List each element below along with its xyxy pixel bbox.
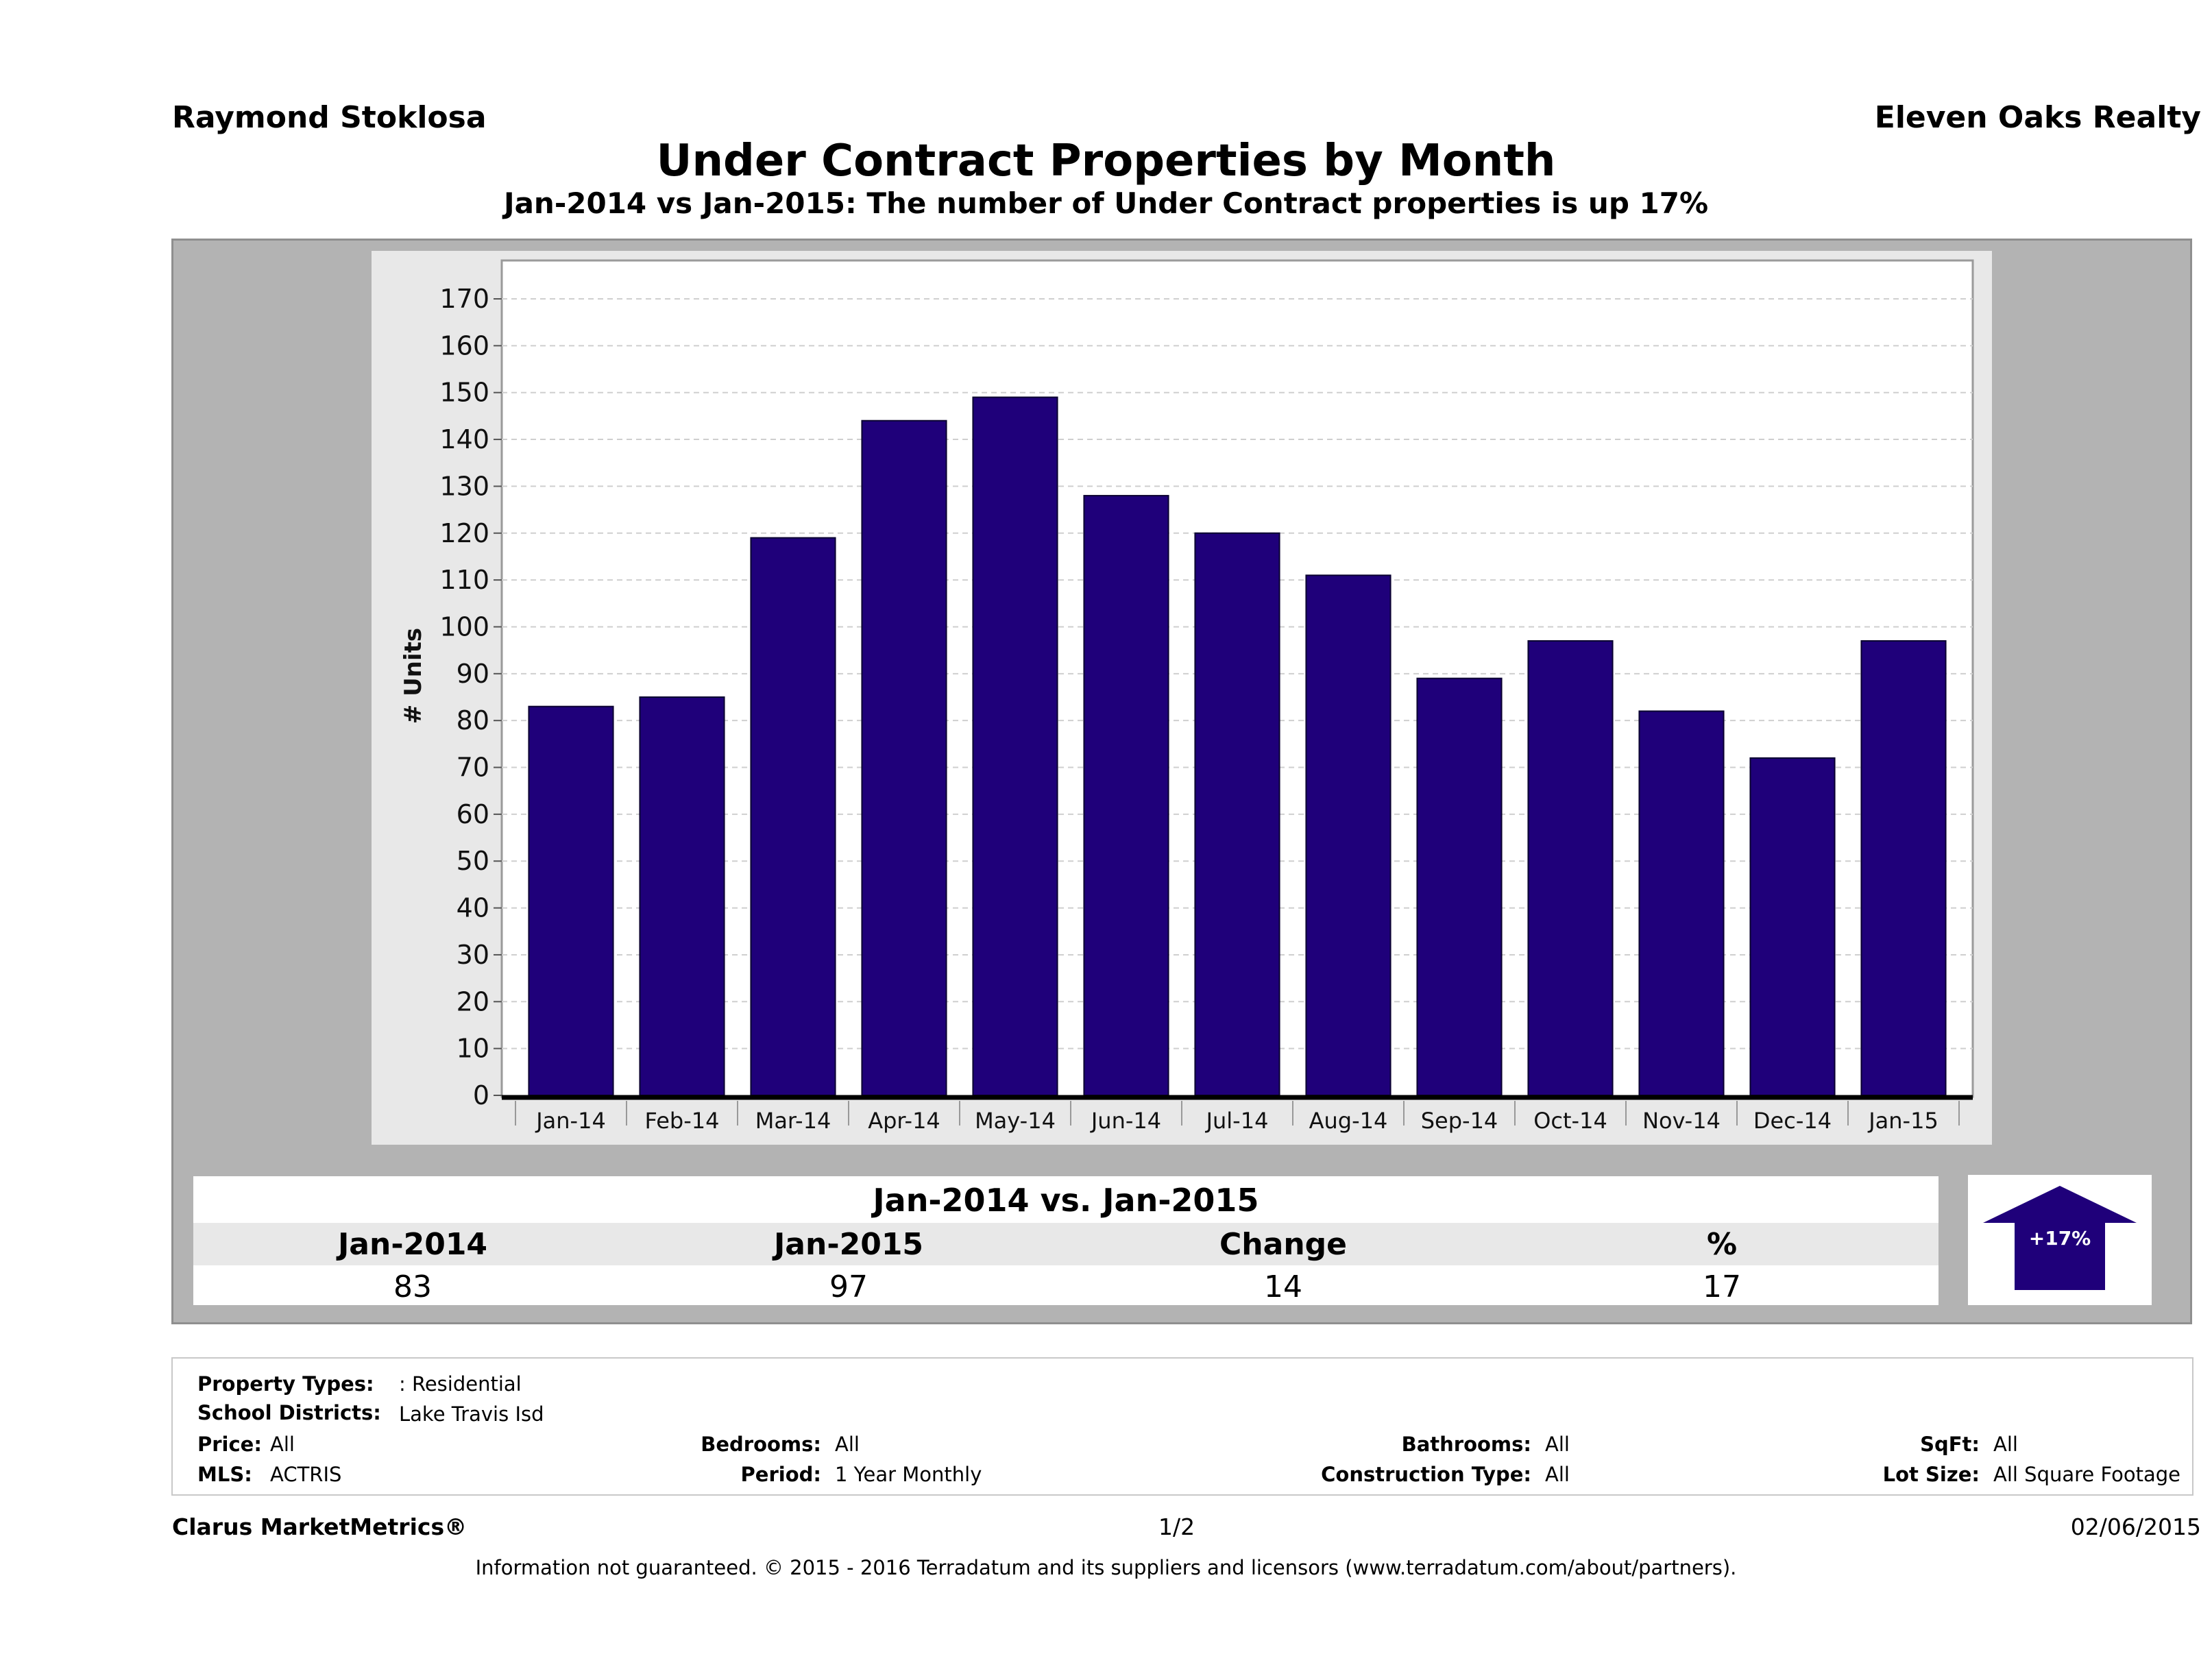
disclaimer: Information not guaranteed. © 2015 - 201… (475, 1556, 1737, 1579)
lot-size-label: Lot Size: (1882, 1463, 1980, 1486)
bar (1305, 574, 1391, 1096)
bar (861, 420, 947, 1096)
chart-title: Under Contract Properties by Month (656, 136, 1556, 186)
period-label: Period: (740, 1463, 821, 1486)
up-arrow-icon (1983, 1186, 2137, 1290)
bar (528, 705, 614, 1096)
bathrooms-label: Bathrooms: (1401, 1433, 1531, 1456)
chart-container: 0 10 20 30 40 50 60 70 80 90 100 110 120 130 140 150 160… (372, 251, 1992, 1145)
bar (972, 396, 1058, 1096)
x-tick-label: Oct-14 (1533, 1108, 1607, 1134)
filter-summary: Property Types: : Residential School Dis… (171, 1357, 2193, 1496)
construction-type-value: All (1545, 1463, 1570, 1486)
bar (750, 537, 836, 1097)
header-change: Change (1219, 1227, 1347, 1262)
x-tick-label: Sep-14 (1421, 1108, 1498, 1134)
sqft-label: SqFt: (1920, 1433, 1980, 1456)
school-districts-label: School Districts: (197, 1401, 381, 1424)
mls-label: MLS: (197, 1463, 252, 1486)
y-tick-label: 60 (457, 799, 489, 829)
price-label: Price: (197, 1433, 262, 1456)
y-tick-label: 130 (439, 471, 489, 501)
change-indicator: +17% (1968, 1175, 2152, 1305)
y-tick-label: 100 (439, 611, 489, 642)
bathrooms-value: All (1545, 1433, 1570, 1456)
bedrooms-label: Bedrooms: (701, 1433, 821, 1456)
header-percent: % (1706, 1227, 1738, 1262)
price-value: All (270, 1433, 295, 1456)
bar (1860, 640, 1947, 1096)
y-axis-label: # Units (400, 628, 427, 724)
report-date: 02/06/2015 (2070, 1513, 2201, 1540)
x-tick-label: May-14 (975, 1108, 1056, 1134)
x-tick-label: Mar-14 (755, 1108, 831, 1134)
bar (639, 696, 725, 1096)
sqft-value: All (1993, 1433, 2018, 1456)
x-tick-label: Dec-14 (1753, 1108, 1832, 1134)
y-tick-label: 150 (439, 378, 489, 408)
agent-name: Raymond Stoklosa (172, 100, 487, 135)
lot-size-value: All Square Footage (1993, 1463, 2181, 1486)
header-jan-2014: Jan-2014 (337, 1227, 488, 1262)
bar (1416, 677, 1503, 1096)
y-tick-label: 140 (439, 424, 489, 454)
y-tick-label: 10 (457, 1034, 489, 1064)
property-types-value: : Residential (399, 1372, 522, 1396)
brokerage-name: Eleven Oaks Realty (1874, 100, 2201, 135)
property-types-label: Property Types: (197, 1372, 374, 1396)
x-tick-label: Nov-14 (1642, 1108, 1721, 1134)
value-jan-2015: 97 (829, 1269, 868, 1304)
x-tick-label: Jan-14 (535, 1108, 606, 1134)
comparison-title-row: Jan-2014 vs. Jan-2015 (193, 1176, 1938, 1223)
chart-subtitle: Jan-2014 vs Jan-2015: The number of Unde… (503, 186, 1709, 220)
value-percent: 17 (1703, 1269, 1741, 1304)
y-tick-label: 80 (457, 705, 489, 735)
value-change: 14 (1264, 1269, 1302, 1304)
comparison-title: Jan-2014 vs. Jan-2015 (873, 1182, 1259, 1219)
y-tick-label: 40 (457, 893, 489, 923)
bar (1749, 757, 1836, 1096)
value-jan-2014: 83 (393, 1269, 432, 1304)
bar-chart: 0 10 20 30 40 50 60 70 80 90 100 110 120 130 140 150 160… (400, 259, 1974, 1134)
y-tick-label: 70 (457, 753, 489, 783)
y-tick-label: 90 (457, 659, 489, 689)
change-badge-label: +17% (2028, 1227, 2091, 1250)
y-tick-label: 30 (457, 940, 489, 970)
bar (1638, 710, 1725, 1096)
comparison-header-row: Jan-2014 Jan-2015 Change % (193, 1223, 1938, 1265)
y-tick-label: 50 (457, 846, 489, 876)
school-districts-value: Lake Travis Isd (399, 1402, 544, 1426)
header-jan-2015: Jan-2015 (773, 1227, 924, 1262)
x-tick-label: Apr-14 (868, 1108, 940, 1134)
x-tick-label: Jun-14 (1090, 1108, 1161, 1134)
bar (1194, 532, 1280, 1096)
product-name: Clarus MarketMetrics® (172, 1513, 467, 1540)
page-number: 1/2 (1158, 1513, 1195, 1540)
bar (1527, 640, 1614, 1096)
y-tick-label: 160 (439, 330, 489, 361)
x-tick-label: Jan-15 (1867, 1108, 1938, 1134)
y-tick-label: 20 (457, 986, 489, 1017)
bedrooms-value: All (835, 1433, 860, 1456)
x-tick-label: Jul-14 (1205, 1108, 1269, 1134)
period-value: 1 Year Monthly (835, 1463, 982, 1486)
y-tick-label: 170 (439, 284, 489, 314)
bar (1083, 495, 1169, 1097)
comparison-value-row: 83 97 14 17 (193, 1265, 1938, 1305)
y-tick-label: 0 (473, 1080, 489, 1110)
y-tick-label: 120 (439, 518, 489, 548)
x-tick-label: Aug-14 (1309, 1108, 1388, 1134)
y-tick-label: 110 (439, 565, 489, 595)
mls-value: ACTRIS (270, 1463, 342, 1486)
x-tick-label: Feb-14 (645, 1108, 720, 1134)
construction-type-label: Construction Type: (1321, 1463, 1531, 1486)
